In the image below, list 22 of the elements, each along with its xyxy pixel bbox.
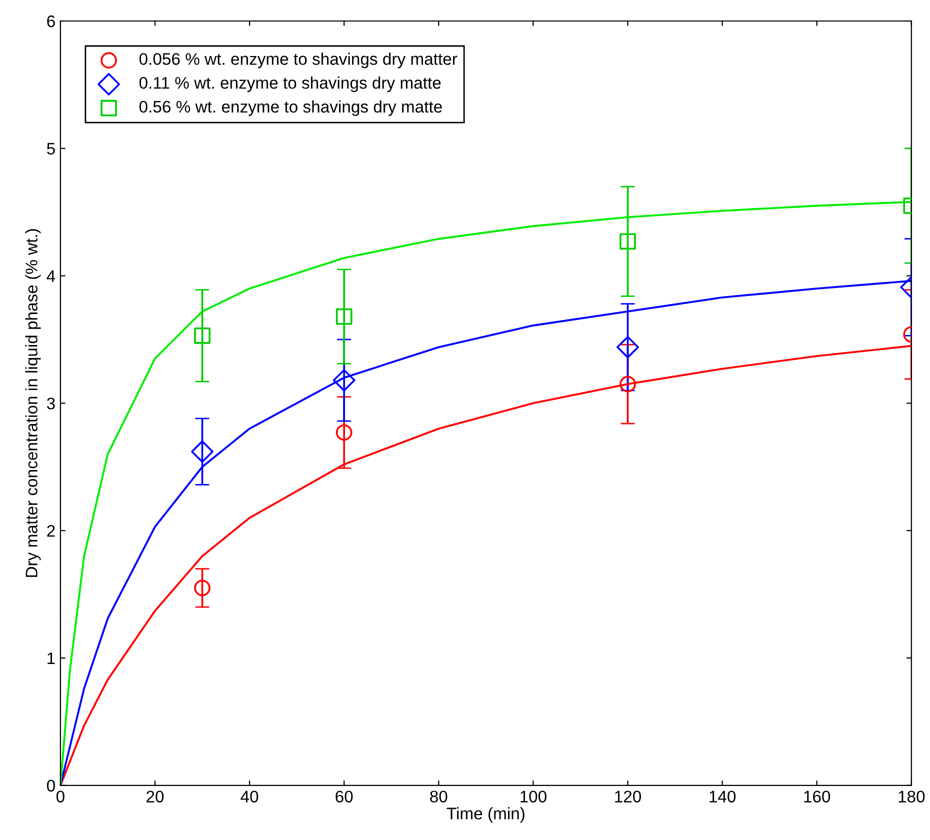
x-tick-label: 60 — [336, 790, 353, 803]
y-axis-title: Dry matter concentration in liquid phase (% wt.) — [25, 229, 41, 577]
y-tick-label: 0 — [46, 780, 55, 792]
x-tick-label: 180 — [898, 790, 925, 803]
y-tick-label: 4 — [46, 270, 56, 282]
x-axis-title: Time (min) — [446, 807, 524, 823]
legend-label: 0.11 % wt. enzyme to shavings dry matte — [139, 76, 441, 92]
y-tick-label: 6 — [47, 15, 55, 28]
x-tick-label: 20 — [146, 790, 164, 803]
x-tick-label: 120 — [615, 790, 642, 803]
x-tick-label: 140 — [710, 790, 736, 803]
legend-label: 0.056 % wt. enzyme to shavings dry matter — [139, 52, 458, 68]
x-tick-label: 80 — [430, 790, 448, 803]
y-tick-label: 3 — [46, 398, 55, 410]
x-tick-label: 40 — [240, 790, 258, 803]
x-tick-label: 100 — [520, 790, 546, 803]
y-tick-label: 5 — [46, 142, 55, 155]
x-tick-label: 160 — [804, 790, 830, 803]
y-tick-label: 1 — [48, 652, 55, 664]
legend-label: 0.56 % wt. enzyme to shavings dry matte — [139, 100, 442, 116]
x-tick-label: 0 — [56, 790, 64, 803]
y-tick-label: 2 — [47, 525, 55, 537]
